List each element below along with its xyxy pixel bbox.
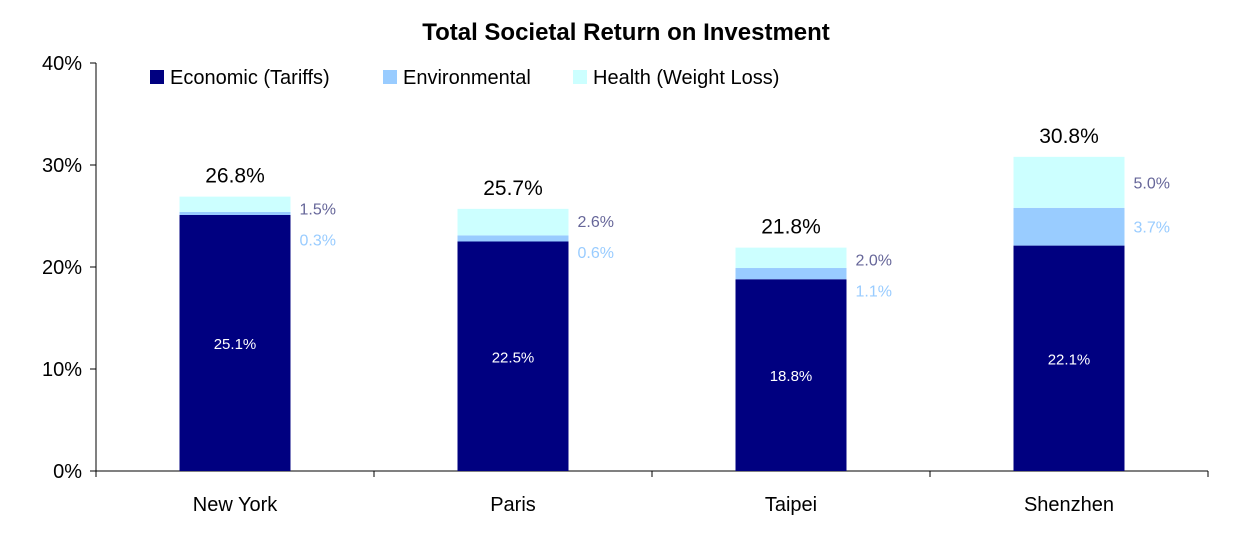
x-category-label: Shenzhen [1024, 494, 1114, 516]
bar-segment [1013, 245, 1125, 471]
bar-segment [179, 214, 291, 472]
bar-segment [457, 241, 569, 471]
data-label-inner: 25.1% [214, 336, 257, 353]
legend-swatch [573, 70, 587, 84]
y-axis: 0% 10% 20% 30% 40% [42, 53, 97, 483]
legend-label: Economic (Tariffs) [170, 67, 330, 89]
data-label-side: 2.0% [856, 253, 892, 270]
legend-swatch [383, 70, 397, 84]
data-label-side: 5.0% [1134, 175, 1170, 192]
data-label-total: 21.8% [761, 216, 821, 239]
data-label-side: 1.1% [856, 284, 892, 301]
data-label-total: 25.7% [483, 177, 543, 200]
bar-segment [735, 279, 847, 471]
bar-segment [735, 268, 847, 280]
x-category-label: Taipei [765, 494, 817, 516]
bar-segment [179, 196, 291, 212]
data-label-side: 3.7% [1134, 220, 1170, 237]
x-category-label: Paris [490, 494, 536, 516]
data-labels: 25.1% 1.5% 0.3% 26.8% 22.5% 2.6% 0.6% 25.7% 18.8… [205, 125, 1170, 385]
data-label-side: 0.6% [578, 245, 614, 262]
bar-segment [735, 247, 847, 269]
bar-segment [457, 208, 569, 236]
legend-label: Environmental [403, 67, 531, 89]
bar-segment [179, 211, 291, 215]
data-label-inner: 22.5% [492, 349, 535, 366]
bar-segment [1013, 207, 1125, 246]
legend: Economic (Tariffs) Environmental Health (W… [150, 67, 779, 89]
x-axis: New York Paris Taipei Shenzhen [95, 470, 1209, 516]
data-label-side: 1.5% [300, 202, 336, 219]
y-tick-label: 30% [42, 155, 82, 177]
bar-segment [1013, 156, 1125, 208]
y-tick-label: 40% [42, 53, 82, 75]
legend-label: Health (Weight Loss) [593, 67, 779, 89]
legend-swatch [150, 70, 164, 84]
y-tick-label: 10% [42, 359, 82, 381]
data-label-total: 30.8% [1039, 125, 1099, 148]
y-tick-label: 20% [42, 257, 82, 279]
bar-segment [457, 235, 569, 242]
data-label-inner: 18.8% [770, 368, 813, 385]
x-category-label: New York [193, 494, 278, 516]
y-tick-label: 0% [53, 461, 82, 483]
bars [179, 156, 1125, 472]
data-label-inner: 22.1% [1048, 351, 1091, 368]
data-label-side: 2.6% [578, 214, 614, 231]
chart-title: Total Societal Return on Investment [422, 19, 830, 46]
data-label-side: 0.3% [300, 233, 336, 250]
data-label-total: 26.8% [205, 165, 265, 188]
